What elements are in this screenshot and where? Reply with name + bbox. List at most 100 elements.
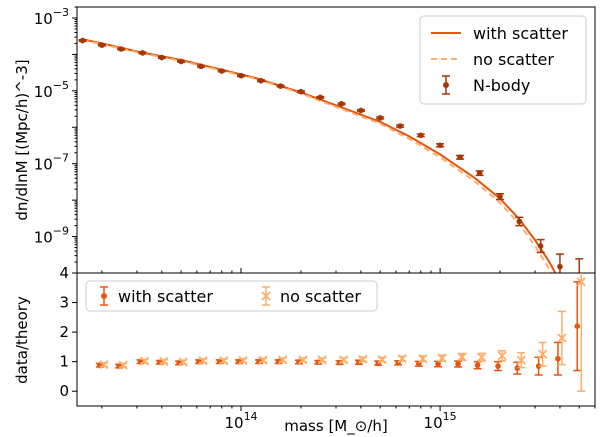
nbody-marker <box>437 142 443 149</box>
nbody-point <box>475 170 484 177</box>
nbody-point <box>555 253 564 273</box>
nbody-marker <box>557 263 563 270</box>
ratio-no-scatter-point <box>557 310 567 366</box>
ratio-no-scatter-point <box>198 356 208 366</box>
nbody-point <box>117 46 126 52</box>
bottom-series <box>95 273 586 392</box>
nbody-marker <box>218 68 225 74</box>
nbody-marker <box>238 72 244 79</box>
ratio-x-marker <box>437 353 447 363</box>
nbody-marker <box>139 50 146 56</box>
ratio-no-scatter-point <box>538 341 548 367</box>
nbody-marker <box>476 170 483 176</box>
legend-ratio-no-scatter-marker <box>261 286 271 306</box>
bottom-x-tick-label: 1014 <box>224 410 257 432</box>
ratio-no-scatter-point <box>397 354 407 364</box>
ratio-x-marker <box>397 354 407 364</box>
ratio-no-scatter-point <box>139 356 150 366</box>
ratio-x-marker <box>358 354 368 364</box>
nbody-marker <box>258 77 264 84</box>
nbody-point <box>316 94 325 101</box>
ratio-with-scatter-point <box>573 281 582 372</box>
nbody-point <box>356 107 365 114</box>
nbody-point <box>217 68 226 74</box>
nbody-marker <box>99 42 105 48</box>
legend-nbody-label: N-body <box>473 76 530 95</box>
bottom-y-tick-label: 2 <box>59 323 69 341</box>
ratio-dot-marker <box>574 323 581 330</box>
ratio-no-scatter-point <box>358 354 368 364</box>
ratio-no-scatter-point <box>258 355 268 365</box>
top-panel: 10−3 10−5 10−7 10−9 dn/dlnM [(Mpc/h)^-3] wi… <box>13 6 596 274</box>
legend-nbody-marker <box>442 75 450 95</box>
top-y-tick-label: 10−5 <box>34 79 69 101</box>
ratio-no-scatter-point <box>576 273 586 392</box>
bottom-legend: with scatter no scatter <box>85 280 378 312</box>
ratio-dot-marker <box>455 361 461 367</box>
ratio-x-marker <box>198 356 208 366</box>
bottom-y-tick-label: 0 <box>59 382 69 400</box>
legend-ratio-with-scatter-marker <box>100 286 108 306</box>
ratio-no-scatter-point <box>477 352 487 362</box>
ratio-dot-marker <box>474 362 481 369</box>
nbody-point <box>276 83 285 89</box>
nbody-marker <box>497 193 503 200</box>
nbody-point <box>197 63 206 70</box>
ratio-x-marker <box>99 359 109 370</box>
nbody-point <box>97 42 106 48</box>
bottom-x-tick-label: 1015 <box>424 410 457 432</box>
ratio-x-marker <box>139 356 150 366</box>
ratio-no-scatter-point <box>457 352 467 362</box>
nbody-marker <box>118 46 124 52</box>
legend-no-scatter-label: no scatter <box>473 50 554 69</box>
nbody-marker <box>158 54 165 61</box>
bottom-y-tick-label: 1 <box>59 353 69 371</box>
nbody-point <box>157 54 166 61</box>
bottom-y-tick-label: 3 <box>59 294 69 312</box>
ratio-no-scatter-point <box>377 354 387 365</box>
ratio-no-scatter-point <box>516 352 526 369</box>
nbody-point <box>237 72 246 79</box>
ratio-no-scatter-point <box>118 360 128 370</box>
nbody-marker <box>79 37 86 44</box>
nbody-point <box>456 154 465 161</box>
top-y-axis-label: dn/dlnM [(Mpc/h)^-3] <box>13 59 31 220</box>
top-legend: with scatter no scatter N-body <box>419 15 587 105</box>
nbody-point <box>536 238 545 254</box>
ratio-with-scatter-point <box>454 360 463 368</box>
ratio-no-scatter-point <box>99 359 109 370</box>
nbody-marker <box>317 94 324 101</box>
nbody-marker <box>397 123 403 129</box>
ratio-x-marker <box>258 355 268 365</box>
nbody-point <box>138 50 147 56</box>
ratio-x-marker <box>238 355 248 366</box>
ratio-x-marker <box>159 356 169 367</box>
ratio-no-scatter-point <box>418 354 428 364</box>
ratio-with-scatter-point <box>553 341 562 376</box>
ratio-x-marker <box>516 355 526 365</box>
ratio-dot-marker <box>555 355 561 362</box>
ratio-no-scatter-point <box>277 355 288 365</box>
ratio-dot-marker <box>495 363 501 369</box>
ratio-x-marker <box>457 352 467 362</box>
ratio-no-scatter-point <box>219 356 229 366</box>
ratio-x-marker <box>477 352 487 362</box>
nbody-marker <box>298 88 304 95</box>
nbody-point <box>78 37 87 44</box>
legend-ratio-no-scatter-label: no scatter <box>280 287 361 306</box>
ratio-x-marker <box>418 354 428 364</box>
bottom-y-ticks: 0 1 2 3 4 <box>59 264 77 400</box>
nbody-marker <box>338 101 345 107</box>
ratio-no-scatter-point <box>338 355 349 365</box>
ratio-x-marker <box>497 351 507 361</box>
nbody-marker <box>178 58 184 65</box>
ratio-x-marker <box>377 354 387 365</box>
top-y-ticks: 10−3 10−5 10−7 10−9 <box>34 6 77 274</box>
nbody-point <box>515 216 524 227</box>
ratio-no-scatter-point <box>238 355 248 366</box>
nbody-point <box>436 142 445 149</box>
ratio-x-marker <box>338 355 349 365</box>
x-axis-label: mass [M_⊙/h] <box>284 417 387 436</box>
ratio-no-scatter-point <box>178 357 188 367</box>
